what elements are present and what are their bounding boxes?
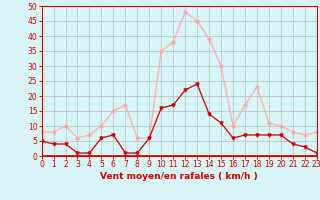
X-axis label: Vent moyen/en rafales ( km/h ): Vent moyen/en rafales ( km/h ) [100, 172, 258, 181]
